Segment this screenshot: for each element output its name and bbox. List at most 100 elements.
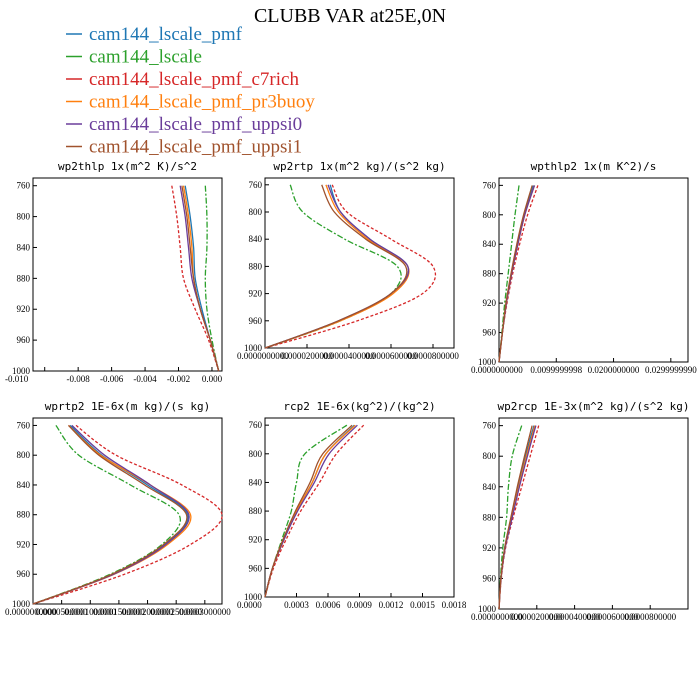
x-tick-label: -0.010 (5, 374, 29, 384)
x-tick-label: 0.0299999990 (645, 365, 697, 375)
y-tick-label: 880 (17, 510, 31, 520)
x-tick-label: 0.0000800000 (407, 351, 459, 361)
series-line (264, 424, 353, 598)
y-tick-label: 800 (17, 450, 31, 460)
y-tick-label: 880 (249, 261, 263, 271)
chart-panel: rcp2 1E-6x(kg^2)/(kg^2) 760 800 840 880 920 96… (237, 400, 467, 610)
x-tick-label: -0.004 (133, 374, 157, 384)
y-tick-label: 760 (483, 180, 497, 190)
x-tick-label: 0.0000400000 (549, 612, 601, 622)
panel-title: wp2rcp 1E-3x(m^2 kg)/(s^2 kg) (497, 400, 689, 413)
x-tick-label: 0.0001000000 (64, 607, 116, 617)
series-line (498, 425, 523, 610)
plot-frame (498, 417, 689, 610)
y-tick-label: 760 (249, 420, 263, 430)
y-tick-label: 840 (249, 234, 263, 244)
x-tick-label: 0.0002000000 (122, 607, 174, 617)
series-line (32, 424, 188, 605)
y-tick-label: 920 (483, 298, 497, 308)
series-line (498, 425, 537, 610)
legend-entry-label: cam144_lscale_pmf (89, 24, 243, 45)
chart-panel: wpthlp2 1x(m K^2)/s 760 800 840 880 920 960 100… (471, 160, 697, 375)
y-tick-label: 960 (17, 569, 31, 579)
y-tick-label: 1000 (478, 604, 497, 614)
series-line (32, 424, 192, 605)
y-tick-label: 1000 (12, 599, 31, 609)
figure-title: CLUBB VAR at25E,0N (254, 5, 446, 27)
y-tick-label: 1000 (244, 592, 263, 602)
series-line (32, 425, 181, 605)
y-tick-label: 800 (249, 207, 263, 217)
plot-frame (264, 417, 455, 598)
series-line (264, 424, 358, 598)
series-line (171, 185, 220, 372)
plot-frame (32, 417, 223, 605)
y-tick-label: 920 (17, 539, 31, 549)
y-tick-label: 920 (483, 543, 497, 553)
x-tick-label: 0.0000800000 (624, 612, 676, 622)
series-line (182, 185, 220, 372)
series-line (264, 424, 356, 598)
x-tick-label: 0.0000400000 (323, 351, 375, 361)
legend-entry-label: cam144_lscale_pmf_uppsi1 (89, 137, 302, 158)
y-tick-label: 920 (249, 289, 263, 299)
y-tick-label: 960 (483, 328, 497, 338)
series-line (498, 425, 540, 610)
series-line (32, 424, 189, 605)
series-line (498, 425, 536, 610)
x-tick-label: -0.008 (67, 374, 91, 384)
series-line (32, 424, 223, 605)
y-tick-label: 840 (17, 242, 31, 252)
x-tick-label: 0.0000200000 (511, 612, 563, 622)
x-tick-label: 0.0001500000 (93, 607, 145, 617)
y-tick-label: 880 (483, 269, 497, 279)
x-tick-label: 0.0099999998 (530, 365, 582, 375)
y-tick-label: 960 (249, 316, 263, 326)
x-tick-label: 0.0000000000 (471, 365, 523, 375)
x-tick-label: 0.0000000000 (237, 351, 289, 361)
legend-entry-label: cam144_lscale_pmf_c7rich (89, 69, 299, 90)
x-tick-label: 0.0000 (237, 600, 262, 610)
panel-title: rcp2 1E-6x(kg^2)/(kg^2) (283, 400, 435, 413)
y-tick-label: 800 (483, 210, 497, 220)
y-tick-label: 840 (249, 477, 263, 487)
x-tick-label: 0.0015 (410, 600, 435, 610)
x-tick-label: 0.0000600000 (365, 351, 417, 361)
x-tick-label: 0.000 (202, 374, 223, 384)
y-tick-label: 1000 (478, 357, 497, 367)
panel-title: wp2thlp 1x(m^2 K)/s^2 (58, 160, 197, 173)
series-line (498, 185, 535, 363)
series-line (264, 184, 410, 349)
y-tick-label: 920 (249, 535, 263, 545)
series-line (498, 185, 533, 363)
y-tick-label: 880 (17, 273, 31, 283)
x-tick-label: 0.0009 (347, 600, 372, 610)
series-line (264, 184, 437, 349)
chart-panel: wp2thlp 1x(m^2 K)/s^2 760 800 840 880 920 960 1… (5, 160, 223, 384)
panel-title: wp2rtp 1x(m^2 kg)/(s^2 kg) (273, 160, 445, 173)
plot-frame (264, 177, 455, 349)
x-tick-label: -0.002 (167, 374, 190, 384)
x-tick-label: 0.0012 (379, 600, 404, 610)
series-line (264, 424, 365, 598)
legend-entry-label: cam144_lscale_pmf_uppsi0 (89, 114, 302, 135)
y-tick-label: 960 (483, 573, 497, 583)
y-tick-label: 1000 (12, 366, 31, 376)
y-tick-label: 760 (483, 421, 497, 431)
y-tick-label: 960 (17, 335, 31, 345)
y-tick-label: 760 (17, 181, 31, 191)
panel-title: wprtp2 1E-6x(m kg)/(s kg) (45, 400, 211, 413)
y-tick-label: 760 (249, 180, 263, 190)
x-tick-label: 0.0006 (316, 600, 341, 610)
series-line (184, 185, 220, 372)
x-tick-label: 0.0000200000 (281, 351, 333, 361)
x-tick-label: 0.0000000000 (471, 612, 523, 622)
panel-grid: wp2thlp 1x(m^2 K)/s^2 760 800 840 880 920 960 1… (5, 160, 697, 622)
y-tick-label: 880 (249, 506, 263, 516)
y-tick-label: 840 (483, 239, 497, 249)
plot-frame (498, 177, 689, 363)
legend-entry-label: cam144_lscale_pmf_pr3buoy (89, 92, 315, 113)
series-line (264, 424, 355, 598)
series-line (264, 424, 348, 598)
x-tick-label: 0.0003 (284, 600, 309, 610)
